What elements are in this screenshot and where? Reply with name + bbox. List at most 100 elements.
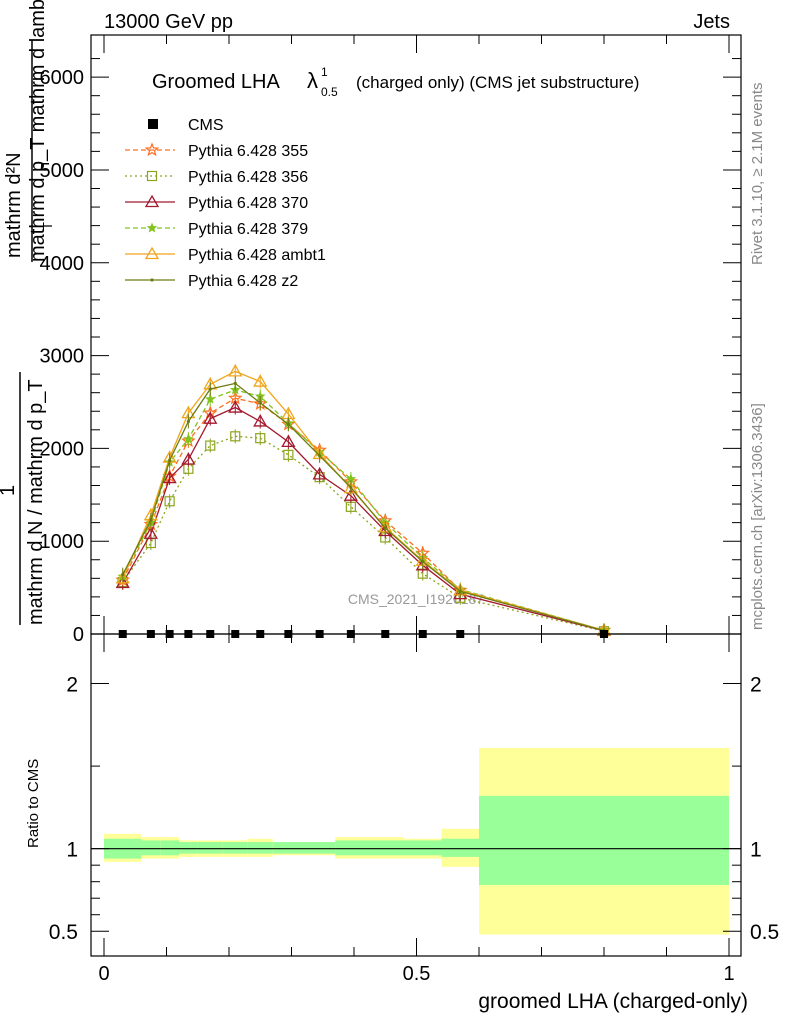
triangle-marker	[281, 434, 296, 448]
ratio-y-tick-label-left: 2	[66, 674, 78, 697]
triangle-marker	[228, 400, 243, 413]
uncertainty-band-inner	[304, 842, 336, 854]
x-axis-label: groomed LHA (charged-only)	[478, 990, 748, 1013]
triangle-marker	[203, 411, 218, 424]
dot-marker	[168, 458, 172, 463]
triangle-marker	[144, 194, 160, 208]
dot-marker	[286, 422, 290, 426]
ylabel-subscript: T	[40, 222, 55, 230]
series-line	[122, 435, 605, 632]
dot-marker	[208, 387, 212, 391]
ratio-y-tick-label-left: 0.5	[49, 921, 78, 944]
title-main: Groomed LHA	[152, 71, 280, 93]
dot-marker	[318, 454, 322, 458]
square-marker	[255, 433, 266, 444]
dot-marker	[150, 278, 154, 282]
mcplots-source-label: mcplots.cern.ch [arXiv:1306.3436]	[749, 403, 766, 630]
square-marker	[146, 170, 158, 182]
uncertainty-band-inner	[197, 842, 223, 854]
title-subscript: 0.5	[321, 85, 338, 99]
triangle-marker	[144, 246, 160, 260]
ylabel-one: 1	[0, 485, 19, 496]
legend-label: Pythia 6.428 355	[188, 143, 308, 160]
ratio-plot-frame	[90, 633, 742, 957]
legend: CMS Pythia 6.428 355 Pythia 6.428 356 Pythi…	[125, 117, 326, 290]
triangle-marker	[253, 374, 268, 387]
star-marker	[204, 393, 216, 404]
star-marker	[144, 142, 160, 157]
ratio-y-tick-label-right: 0.5	[750, 921, 779, 944]
rivet-version-label: Rivet 3.1.10, ≥ 2.1M events	[749, 83, 766, 266]
ratio-y-tick-label-right: 1	[750, 839, 762, 862]
y-tick-label: 6000	[40, 67, 85, 89]
legend-label: Pythia 6.428 356	[188, 169, 308, 186]
triangle-marker	[253, 414, 268, 427]
uncertainty-band-inner	[179, 842, 198, 854]
series-line	[122, 382, 605, 632]
uncertainty-band-inner	[404, 840, 442, 856]
dot-marker	[186, 419, 190, 424]
dot-marker	[349, 485, 353, 489]
ylabel-numerator: mathrm d²N	[3, 152, 25, 258]
square-marker	[164, 496, 175, 507]
dot-marker	[458, 589, 462, 593]
uncertainty-band-inner	[335, 840, 367, 856]
dot-marker	[421, 560, 425, 564]
uncertainty-band-inner	[272, 842, 304, 854]
legend-label: Pythia 6.428 ambt1	[188, 247, 326, 264]
uncertainty-band-inner	[366, 840, 404, 856]
uncertainty-band-inner	[222, 842, 248, 854]
ratio-y-tick-label-left: 1	[66, 839, 78, 862]
dot-marker	[233, 381, 237, 386]
dot-marker	[383, 526, 387, 530]
series-line	[122, 370, 605, 632]
series-line	[122, 397, 605, 631]
dot-marker	[258, 401, 262, 405]
series-5	[121, 376, 606, 638]
title-superscript: 1	[321, 65, 328, 79]
title-suffix: (charged only) (CMS jet substructure)	[356, 73, 639, 92]
uncertainty-band-inner	[160, 840, 179, 856]
triangle-marker	[343, 488, 358, 501]
triangle-marker	[181, 452, 196, 465]
legend-label: Pythia 6.428 z2	[188, 273, 298, 290]
square-marker	[283, 449, 294, 460]
main-plot-panel: CMS_2021_I1920187 0 1000 2000 3000 4000 5000 6…	[40, 34, 742, 646]
ratio-y-tick-label-right: 2	[750, 674, 762, 697]
legend-label: Pythia 6.428 370	[188, 195, 308, 212]
x-tick-label: 0	[98, 963, 109, 985]
legend-label: Pythia 6.428 379	[188, 221, 308, 238]
uncertainty-band-inner	[247, 842, 273, 854]
y-tick-label: 5000	[40, 160, 85, 182]
square-marker	[205, 440, 216, 451]
uncertainty-band-inner	[441, 838, 479, 857]
y-tick-label: 0	[73, 624, 84, 646]
dot-marker	[149, 518, 153, 522]
ratio-plot-panel: 0.5 0.5 1 1 2 2 0 0.5 1	[49, 633, 779, 985]
energy-label: 13000 GeV pp	[104, 11, 233, 33]
y-tick-label: 3000	[40, 346, 85, 368]
plot-title: Groomed LHA λ 1 0.5 (charged only) (CMS …	[152, 65, 639, 99]
series-line	[122, 406, 605, 632]
star-marker	[146, 222, 158, 233]
legend-marker-cms	[148, 119, 158, 129]
triangle-marker	[312, 467, 327, 480]
triangle-marker	[162, 470, 177, 484]
triangle-marker	[143, 526, 158, 539]
triangle-marker	[115, 571, 130, 584]
title-lambda: λ	[307, 68, 318, 93]
triangle-marker	[228, 364, 243, 377]
dot-marker	[121, 573, 125, 577]
y-tick-label: 1000	[40, 531, 85, 553]
x-tick-label: 1	[723, 963, 734, 985]
process-label: Jets	[693, 11, 730, 33]
ratio-y-axis-label: Ratio to CMS	[25, 759, 42, 848]
square-marker	[230, 431, 241, 442]
x-tick-label: 0.5	[403, 963, 431, 985]
uncertainty-band-inner	[141, 840, 161, 856]
y-tick-label: 2000	[40, 438, 85, 460]
analysis-watermark: CMS_2021_I1920187	[348, 591, 484, 607]
star-marker	[183, 433, 194, 444]
ylabel-normalization: mathrm d N / mathrm d p_T	[25, 379, 47, 625]
